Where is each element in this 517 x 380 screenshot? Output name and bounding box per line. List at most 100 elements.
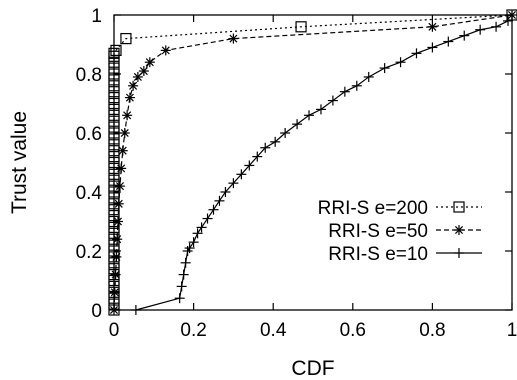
- data-point: [108, 168, 120, 180]
- data-point: [244, 160, 255, 171]
- y-tick-label: 0: [91, 301, 102, 322]
- data-point: [108, 221, 120, 233]
- data-point-stroke: [118, 146, 127, 155]
- data-point: [327, 95, 338, 106]
- data-point: [108, 56, 120, 68]
- series-layer: [108, 9, 517, 316]
- x-tick-label: 0.2: [180, 320, 206, 341]
- data-point: [475, 24, 486, 35]
- y-tick-label: 0.8: [76, 65, 102, 86]
- data-point: [214, 195, 225, 206]
- data-point: [315, 104, 326, 115]
- data-point-stroke: [110, 288, 119, 297]
- x-tick-label: 0.6: [340, 320, 366, 341]
- data-point: [220, 187, 231, 197]
- data-point: [108, 257, 120, 269]
- data-point-stroke: [114, 199, 123, 208]
- data-point: [260, 142, 271, 153]
- data-point-stroke: [117, 164, 126, 173]
- data-point-stroke: [428, 22, 437, 31]
- data-point: [116, 163, 127, 174]
- data-point: [108, 80, 120, 92]
- data-point: [443, 36, 454, 47]
- data-point: [112, 234, 123, 245]
- legend-label: RRI-S e=10: [328, 244, 428, 265]
- data-point: [270, 136, 281, 147]
- data-point-stroke: [454, 225, 464, 235]
- data-point: [130, 305, 141, 315]
- data-point: [411, 48, 422, 59]
- data-point: [108, 227, 120, 239]
- data-point: [108, 245, 120, 257]
- data-point-stroke: [507, 10, 517, 20]
- data-point: [108, 86, 120, 98]
- data-point: [236, 169, 247, 180]
- y-tick-label: 1: [91, 6, 102, 27]
- data-point: [108, 174, 120, 186]
- series-2: [109, 10, 517, 315]
- data-point: [138, 66, 149, 77]
- data-point: [427, 42, 438, 53]
- data-point: [108, 156, 120, 169]
- data-point: [395, 57, 406, 68]
- data-point: [184, 243, 195, 254]
- data-point: [113, 198, 124, 209]
- data-point: [108, 121, 120, 133]
- data-point: [109, 287, 120, 298]
- data-point: [124, 92, 135, 103]
- data-point: [108, 91, 120, 104]
- data-point: [295, 21, 307, 33]
- data-point: [202, 213, 213, 224]
- data-point-stroke: [125, 93, 134, 102]
- data-point: [108, 210, 120, 222]
- y-tick-label: 0.2: [76, 242, 102, 263]
- data-point-stroke: [129, 81, 138, 90]
- data-point: [144, 57, 155, 68]
- data-point-stroke: [113, 235, 122, 244]
- data-point: [178, 269, 189, 280]
- data-point: [196, 222, 207, 233]
- data-point: [108, 133, 120, 145]
- data-point: [111, 251, 122, 262]
- data-point-stroke: [109, 305, 119, 315]
- data-point: [120, 32, 132, 45]
- x-tick-label: 1: [507, 320, 517, 341]
- data-point: [228, 33, 239, 44]
- data-point-stroke: [123, 111, 132, 120]
- data-point: [188, 237, 199, 248]
- y-tick-label: 0.4: [76, 183, 103, 204]
- series-line: [113, 14, 513, 310]
- data-point: [176, 281, 187, 292]
- data-point: [108, 109, 120, 121]
- data-point: [491, 21, 502, 32]
- data-point: [108, 68, 120, 80]
- data-point: [507, 10, 517, 20]
- data-point: [280, 128, 291, 138]
- legend-label: RRI-S e=50: [328, 221, 428, 242]
- data-point-stroke: [113, 217, 123, 226]
- data-point: [119, 128, 130, 138]
- data-point: [180, 257, 191, 268]
- axis-ticks: 0 0.2 0.4 0.6 0.8 1 0 0.2 0.4 0.6 0.8 1: [76, 6, 517, 341]
- data-point: [454, 248, 464, 258]
- x-axis-label: CDF: [291, 357, 334, 380]
- data-point: [208, 204, 219, 215]
- data-point: [192, 228, 203, 239]
- data-point: [110, 44, 122, 57]
- plot-border: [113, 14, 513, 311]
- data-point: [108, 186, 120, 198]
- data-point: [459, 30, 470, 41]
- data-point: [304, 110, 315, 121]
- data-point: [117, 145, 128, 156]
- data-point: [114, 181, 125, 192]
- data-point: [108, 103, 120, 116]
- data-point: [112, 216, 123, 227]
- series-line: [135, 20, 509, 311]
- data-point: [109, 305, 119, 315]
- legend-label: RRI-S e=200: [318, 198, 428, 219]
- data-point: [110, 269, 121, 280]
- data-point: [108, 97, 120, 110]
- data-point-stroke: [120, 128, 129, 138]
